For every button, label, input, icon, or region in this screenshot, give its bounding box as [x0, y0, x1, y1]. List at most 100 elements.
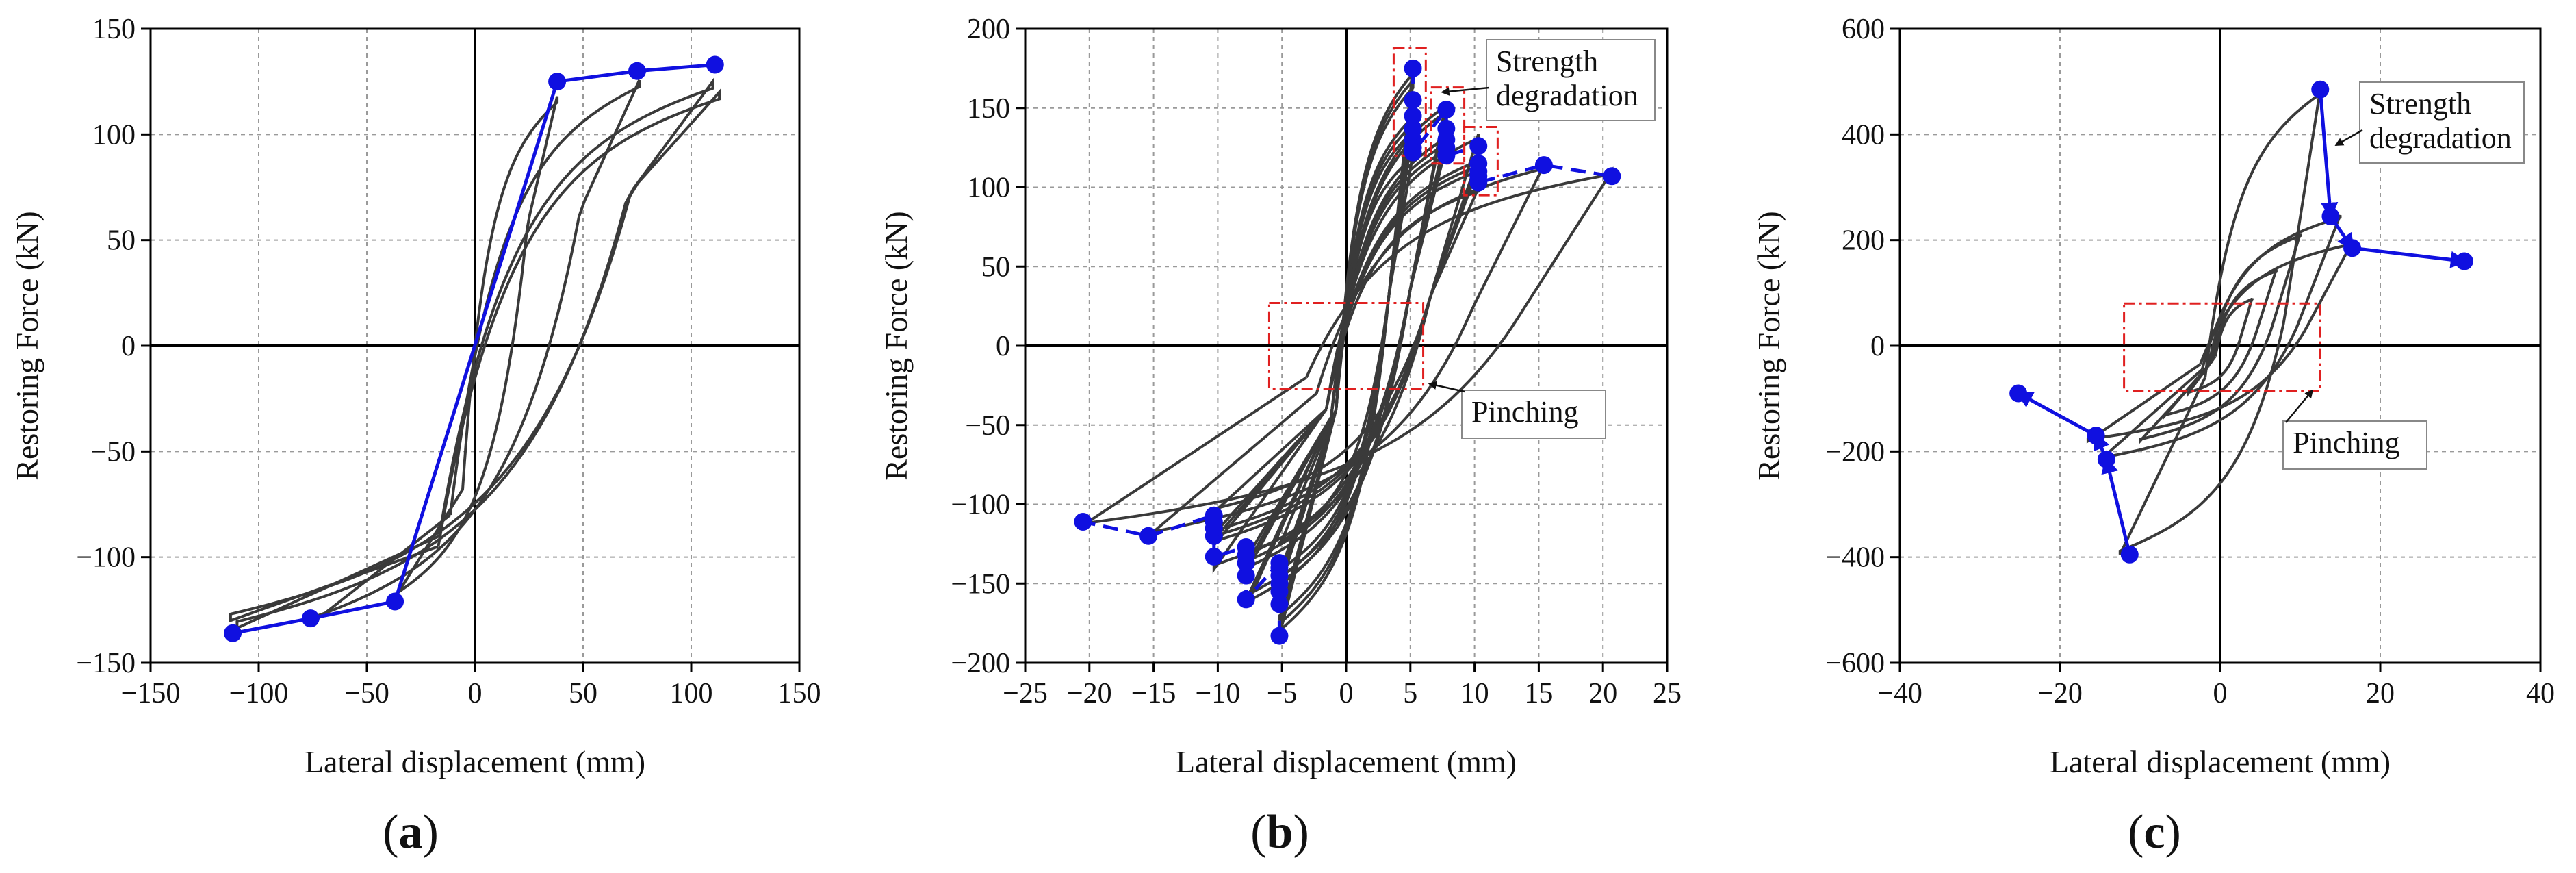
x-tick-label: 0	[468, 678, 482, 709]
annotation-leader	[1428, 381, 1465, 393]
hysteresis-curves	[2086, 89, 2354, 555]
panel-label-open: (	[2128, 806, 2143, 859]
envelope-point	[706, 55, 724, 74]
envelope-point	[1603, 167, 1621, 186]
y-tick-label: −600	[1825, 648, 1885, 679]
y-tick-label: 150	[92, 14, 136, 45]
annotation-box	[2282, 420, 2427, 470]
panel-label-letter: b	[1267, 806, 1293, 859]
envelope-point	[1437, 101, 1456, 119]
x-tick-label: −20	[1067, 678, 1112, 709]
envelope-point	[301, 609, 320, 628]
y-tick-label: 600	[1842, 14, 1885, 45]
x-tick-label: 15	[1524, 678, 1553, 709]
x-tick-label: −40	[1877, 678, 1922, 709]
envelope-point	[1404, 107, 1422, 125]
envelope-point	[1205, 506, 1223, 524]
annotation-text: Strength	[2369, 87, 2471, 121]
y-axis-title: Restoring Force (kN)	[879, 211, 914, 480]
y-tick-label: −400	[1825, 542, 1885, 574]
envelope-point	[2097, 450, 2115, 468]
y-tick-label: 0	[996, 331, 1010, 362]
y-axis-title: Restoring Force (kN)	[10, 211, 44, 480]
envelope-point	[1205, 547, 1223, 566]
envelope-segment	[2015, 392, 2097, 438]
x-tick-label: −25	[1003, 678, 1048, 709]
hysteresis-curves	[1079, 68, 1614, 637]
x-tick-label: 0	[2213, 678, 2228, 709]
envelope-point	[1270, 554, 1289, 572]
hysteresis-loop	[391, 96, 559, 607]
panel-label-open: (	[1250, 806, 1266, 859]
chart-panel-c: −40 −20 0 20 40−600−400−2000200400600Lateral…	[1751, 14, 2555, 859]
envelope-point	[224, 624, 242, 642]
x-tick-label: −150	[121, 678, 181, 709]
y-tick-label: 100	[967, 173, 1010, 204]
hysteresis-loop	[2187, 297, 2254, 398]
x-tick-label: 5	[1403, 678, 1417, 709]
x-tick-label: 20	[1588, 678, 1617, 709]
x-tick-label: 25	[1653, 678, 1682, 709]
envelope-point	[2455, 252, 2473, 270]
highlight-box	[2123, 302, 2321, 392]
annotation-text: degradation	[1496, 79, 1638, 112]
envelope-point	[1270, 627, 1289, 645]
panel-label: (a)	[383, 806, 439, 859]
y-tick-label: −100	[951, 490, 1010, 521]
x-tick-label: 150	[778, 678, 821, 709]
envelope-point	[1074, 512, 1092, 531]
hysteresis-loop	[1079, 166, 1614, 530]
x-tick-label: 50	[569, 678, 597, 709]
envelope-point	[1469, 137, 1488, 155]
x-tick-label: −10	[1196, 678, 1241, 709]
chart-panel-b: −25 −20 −15 −10 −5 0 5 10 15 20 25−200−150−100−500…	[879, 14, 1682, 859]
hysteresis-loop	[2086, 241, 2354, 444]
annotation-leader	[2334, 129, 2363, 147]
y-tick-label: −150	[951, 568, 1010, 600]
hysteresis-loop	[1244, 107, 1448, 601]
x-tick-label: −20	[2037, 678, 2083, 709]
hysteresis-loop	[1244, 145, 1448, 564]
panel-label-close: )	[423, 806, 439, 859]
hysteresis-loop	[229, 88, 721, 623]
x-tick-label: 100	[670, 678, 713, 709]
x-tick-label: −50	[344, 678, 389, 709]
panel-label-letter: c	[2143, 806, 2165, 859]
y-tick-label: 100	[92, 119, 136, 151]
annotation-box	[1461, 390, 1606, 439]
envelope-point	[1237, 538, 1255, 557]
x-tick-label: −5	[1267, 678, 1298, 709]
envelope-point	[2321, 207, 2340, 225]
y-tick-label: 200	[1842, 225, 1885, 257]
envelope-point	[1404, 143, 1422, 162]
envelope-point	[2009, 384, 2028, 403]
y-tick-label: 50	[107, 225, 136, 257]
hysteresis-loop	[1147, 164, 1545, 540]
panel-label-letter: a	[399, 806, 423, 859]
envelope-point	[1534, 156, 1553, 175]
envelope-point	[2311, 80, 2330, 99]
y-axis-title: Restoring Force (kN)	[1751, 211, 1786, 480]
y-tick-label: −200	[1825, 436, 1885, 468]
annotation-text: Pinching	[2293, 426, 2399, 459]
envelope-point	[2120, 545, 2139, 564]
y-tick-label: 50	[981, 251, 1010, 283]
panel-label-close: )	[2165, 806, 2181, 859]
highlight-box	[1463, 126, 1499, 197]
envelope-point	[2343, 239, 2362, 257]
hysteresis-loop	[1212, 134, 1480, 574]
x-axis-title: Lateral displacement (mm)	[1176, 744, 1517, 779]
y-tick-label: −200	[951, 648, 1010, 679]
annotation-text: Strength	[1496, 45, 1598, 78]
x-axis-title: Lateral displacement (mm)	[305, 744, 645, 779]
envelope-point	[1404, 91, 1422, 110]
envelope-segment	[2318, 89, 2339, 220]
annotation-box	[2359, 81, 2525, 164]
panel-label: (c)	[2128, 806, 2181, 859]
envelope-segment	[2101, 456, 2132, 555]
y-tick-label: 150	[967, 93, 1010, 125]
envelope-segment	[2352, 246, 2468, 268]
envelope-line	[232, 63, 716, 635]
hysteresis-curves	[229, 77, 721, 631]
